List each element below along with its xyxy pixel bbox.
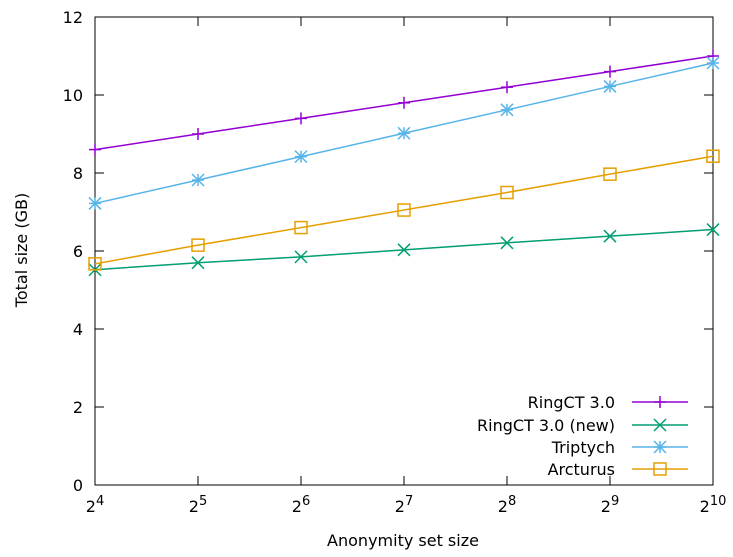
data-point: [397, 203, 411, 217]
series-line: [94, 155, 714, 265]
data-point: [706, 149, 720, 163]
data-point: [500, 236, 514, 250]
data-point: [191, 238, 205, 252]
data-point-stroke: [294, 220, 308, 235]
x-tick-label: 210: [700, 494, 727, 516]
x-tick-label: 29: [601, 494, 619, 516]
data-point-stroke: [397, 243, 411, 257]
data-point-stroke: [603, 79, 617, 93]
data-point-stroke: [88, 257, 102, 271]
legend-marker: [653, 440, 667, 454]
data-point: [191, 173, 205, 187]
x-axis-title: Anonymity set size: [327, 531, 479, 550]
legend-entry: Arcturus: [548, 460, 688, 479]
data-point: [397, 243, 411, 257]
data-point-stroke: [706, 223, 720, 237]
data-point-stroke: [294, 150, 308, 164]
data-point: [89, 143, 101, 156]
plot-frame: [94, 16, 714, 486]
data-point: [192, 128, 204, 140]
y-axis-title: Total size (GB): [12, 193, 31, 308]
legend-marker: [654, 396, 666, 408]
legend-marker: [653, 418, 667, 432]
data-point: [294, 250, 308, 264]
data-point: [294, 150, 308, 164]
legend-marker-stroke: [653, 440, 667, 454]
legend-entry: Triptych: [551, 438, 688, 457]
legend-entry: RingCT 3.0 (new): [477, 416, 688, 435]
legend-label: RingCT 3.0: [528, 393, 615, 412]
data-point-stroke: [706, 56, 720, 70]
data-point-stroke: [603, 167, 617, 181]
data-point: [500, 103, 514, 117]
x-tick-label: 28: [498, 494, 516, 516]
y-tick-label: 12: [63, 8, 83, 27]
data-point-stroke: [500, 236, 514, 250]
data-point: [706, 223, 720, 237]
data-point: [398, 96, 410, 109]
data-point: [88, 196, 102, 210]
data-point-stroke: [397, 203, 411, 217]
data-point-stroke: [397, 126, 411, 140]
data-point: [191, 256, 205, 270]
legend-marker-stroke: [653, 418, 667, 432]
data-point: [397, 126, 411, 140]
x-tick-label: 26: [292, 494, 310, 516]
legend-label: Arcturus: [548, 460, 615, 479]
data-point-stroke: [603, 229, 617, 243]
legend-label: Triptych: [551, 438, 615, 457]
data-point: [706, 56, 720, 70]
data-point-stroke: [706, 149, 720, 163]
y-tick-label: 4: [73, 320, 83, 339]
y-tick-label: 2: [73, 398, 83, 417]
data-point-stroke: [500, 185, 514, 200]
data-point: [500, 185, 514, 200]
y-tick-label: 10: [63, 86, 83, 105]
data-point: [603, 79, 617, 93]
data-point: [294, 220, 308, 235]
data-point-stroke: [88, 196, 102, 210]
data-point: [603, 167, 617, 181]
legend-label: RingCT 3.0 (new): [477, 416, 615, 435]
x-tick-label: 25: [189, 494, 207, 516]
legend-marker: [653, 462, 667, 476]
data-point: [604, 65, 616, 78]
x-tick-label: 27: [395, 494, 413, 516]
legend-marker-stroke: [653, 462, 667, 476]
data-point: [501, 81, 513, 94]
legend-entry: RingCT 3.0: [528, 393, 688, 412]
data-point-stroke: [191, 238, 205, 252]
data-point-stroke: [294, 250, 308, 264]
data-point-stroke: [191, 256, 205, 270]
data-point: [603, 229, 617, 243]
x-tick-label: 24: [86, 494, 104, 516]
y-tick-label: 8: [73, 164, 83, 183]
data-point: [88, 257, 102, 271]
y-tick-label: 6: [73, 242, 83, 261]
y-tick-label: 0: [73, 476, 83, 495]
data-point: [295, 112, 307, 125]
data-point-stroke: [191, 173, 205, 187]
data-point-stroke: [500, 103, 514, 117]
